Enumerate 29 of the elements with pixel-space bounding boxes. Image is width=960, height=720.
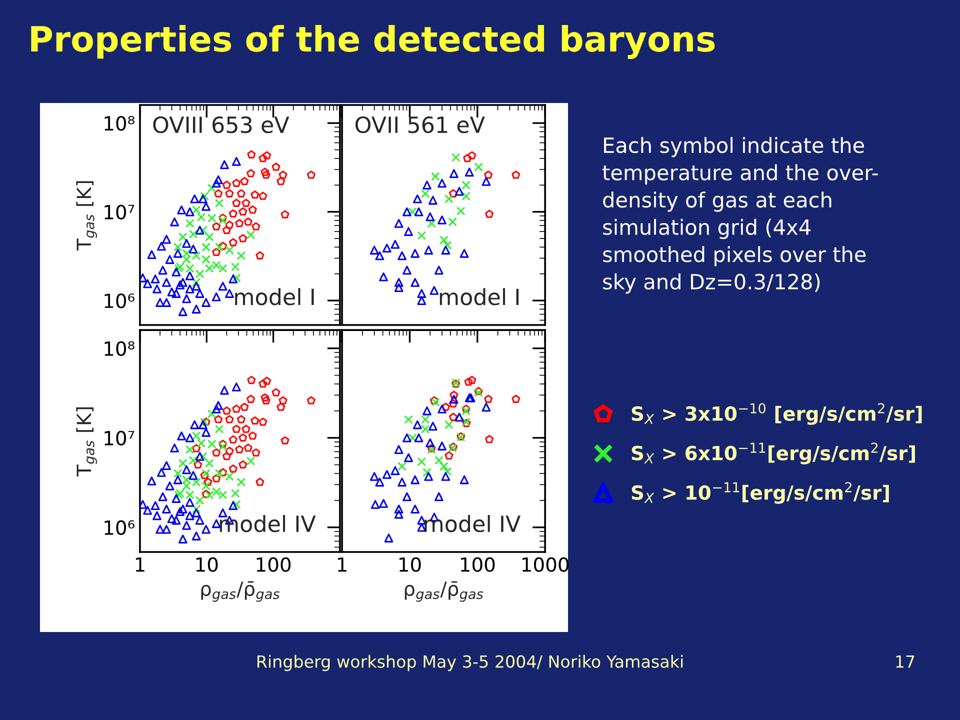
x-axis-title: ρ$_{gas}$/ρ̄$_{gas}$	[404, 581, 484, 602]
y-tick-label: 10⁷	[104, 430, 134, 446]
text: 17	[896, 655, 914, 668]
legend-label: S$_{X}$ > 10$^{−11}$[erg/s/cm$^{2}$/sr]	[632, 482, 889, 504]
x-axis-title: ρ$_{gas}$/ρ̄$_{gas}$	[201, 581, 280, 602]
x-tick-label: 1	[136, 557, 144, 572]
x-tick-label: 100	[460, 557, 495, 572]
y-tick-label: 10⁸	[104, 341, 134, 356]
text: Properties of the detected baryons	[31, 25, 715, 59]
annotation: model I	[235, 288, 314, 306]
y-axis-title: T$_{gas}$ [K]	[76, 407, 97, 476]
y-axis-title: T$_{gas}$ [K]	[76, 181, 97, 250]
legend-label: S$_{X}$ > 3x10$^{−10}$ [erg/s/cm$^{2}$/sr]	[632, 403, 922, 425]
y-tick-label: 10⁷	[104, 204, 134, 220]
legend-label: S$_{X}$ > 6x10$^{−11}$[erg/s/cm$^{2}$/sr]	[632, 442, 915, 464]
chart-title: OVII 561 eV	[355, 116, 485, 134]
annotation: model I	[440, 288, 519, 306]
y-tick-label: 10⁶	[104, 294, 134, 308]
x-tick-label: 10	[196, 557, 218, 572]
x-tick-label: 10	[399, 557, 421, 572]
chart-title: OVIII 653 eV	[153, 116, 290, 134]
text: Each symbol indicate the temperature and the over- density of gas at each simulation grid (4x4 smoothed pixels over the sky and Dz=0.3/128)	[602, 137, 878, 294]
annotation: model IV	[220, 514, 316, 532]
text: Ringberg workshop May 3-5 2004/ Noriko Yamasaki	[257, 654, 683, 672]
x-tick-label: 1	[338, 557, 346, 572]
x-tick-label: 100	[256, 557, 291, 572]
annotation: model IV	[424, 514, 521, 532]
y-tick-label: 10⁸	[104, 116, 134, 131]
y-tick-label: 10⁶	[104, 520, 134, 536]
